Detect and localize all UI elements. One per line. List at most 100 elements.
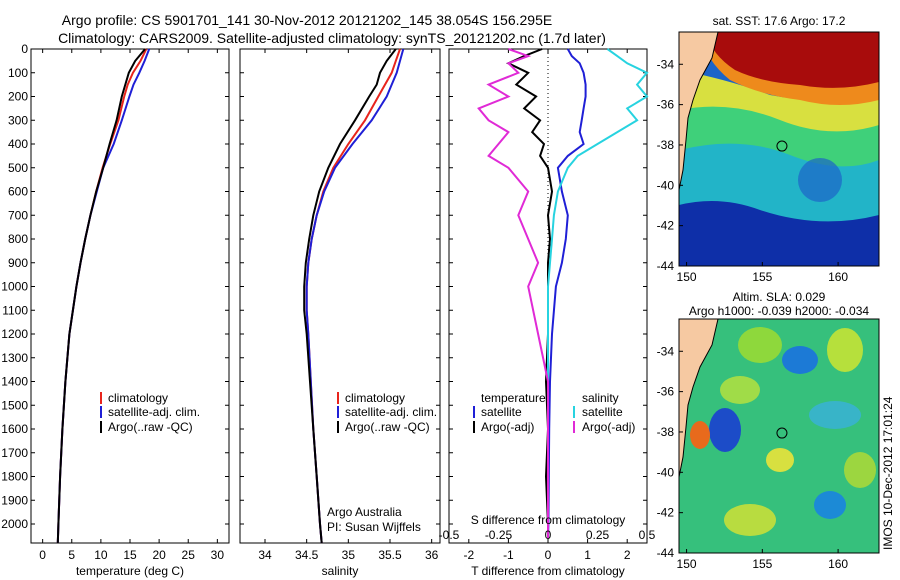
difference-panel: -2 -1 0 1 2 S difference from climatology -0…: [439, 48, 656, 578]
x-tick-label: 36: [425, 548, 439, 562]
x-tick-label: 34.5: [295, 548, 319, 562]
t-difference-label: T difference from climatology: [471, 564, 625, 578]
x-tick-label: 15: [123, 548, 137, 562]
y-tick-label: 0: [21, 42, 28, 56]
series-line-satellite-adj-clim-: [305, 48, 405, 544]
sla-land: [679, 319, 719, 478]
y-tick-label: 1700: [1, 446, 28, 460]
legend-label-sal-argo: Argo(-adj): [582, 420, 635, 434]
s-tick-label: -0.25: [485, 528, 513, 542]
sst-field-green: [679, 94, 879, 167]
series-line-temperature-satellite: [547, 48, 587, 539]
legend-label-argo: Argo(..raw -QC): [345, 420, 430, 434]
map-x-tick-label: 160: [828, 270, 848, 284]
legend-header-salinity: salinity: [582, 391, 619, 405]
salinity-x-label: salinity: [322, 564, 359, 578]
x-tick-label: 5: [68, 548, 75, 562]
figure-title-line1: Argo profile: CS 5901701_141 30-Nov-2012…: [62, 12, 552, 28]
x-tick-label: 0: [545, 548, 552, 562]
difference-y-ticks: [449, 48, 647, 525]
y-tick-label: 1400: [1, 375, 28, 389]
y-tick-label: 800: [8, 232, 28, 246]
map-x-tick-label: 150: [677, 270, 697, 284]
y-tick-label: 600: [8, 185, 28, 199]
legend-label-argo: Argo(..raw -QC): [108, 420, 193, 434]
salinity-x-ticks: 34 34.5 35 35.5 36: [258, 49, 439, 562]
sla-argo-marker: [776, 427, 788, 439]
timestamp-stamp: IMOS 10-Dec-2012 17:01:24: [881, 396, 895, 550]
difference-legend: temperature satellite Argo(-adj) salinit…: [473, 391, 635, 434]
x-tick-label: 1: [584, 548, 591, 562]
sst-field-yellow: [679, 70, 879, 132]
y-tick-label: 500: [8, 161, 28, 175]
x-tick-label: 25: [182, 548, 196, 562]
x-tick-label: -2: [463, 548, 474, 562]
map-x-tick-label: 160: [828, 557, 848, 571]
sla-eddy-8: [809, 401, 861, 429]
x-tick-label: 10: [94, 548, 108, 562]
sla-eddy-3: [827, 328, 863, 372]
sla-eddy-4: [720, 376, 760, 404]
figure-title-line2: Climatology: CARS2009. Satellite-adjuste…: [58, 30, 606, 46]
legend-label-sal-satellite: satellite: [582, 405, 623, 419]
sla-eddy-2: [782, 346, 818, 374]
sla-map-title-line2: Argo h1000: -0.039 h2000: -0.034: [689, 304, 869, 318]
map-y-tick-label: -36: [657, 98, 675, 112]
sla-eddy-11: [814, 491, 846, 519]
y-tick-label: 200: [8, 90, 28, 104]
temperature-y-ticks: 0 100 200 300 400 500 600 700 800 900 1000 1100 1200…: [1, 42, 229, 531]
s-tick-label: 0.25: [586, 528, 610, 542]
sst-land: [679, 32, 719, 191]
x-tick-label: 20: [152, 548, 166, 562]
map-y-tick-label: -42: [657, 506, 675, 520]
sst-x-ticks: 150 155 160: [677, 262, 848, 284]
map-x-tick-label: 150: [677, 557, 697, 571]
series-line-salinity-argo-adj-: [477, 48, 549, 539]
sla-eddy-9: [844, 452, 876, 488]
map-y-tick-label: -44: [657, 259, 675, 273]
y-tick-label: 1000: [1, 280, 28, 294]
sla-eddy-1: [738, 327, 782, 363]
x-tick-label: 34: [258, 548, 272, 562]
sla-y-ticks: -34 -36 -38 -40 -42 -44: [657, 344, 683, 560]
s-tick-label: 0: [545, 528, 552, 542]
sst-argo-marker: [776, 140, 788, 152]
legend-label-temp-argo: Argo(-adj): [481, 420, 534, 434]
series-line-climatology: [56, 48, 148, 544]
s-tick-label: -0.5: [439, 528, 460, 542]
salinity-legend: climatology satellite-adj. clim. Argo(..…: [337, 391, 437, 434]
y-tick-label: 1600: [1, 422, 28, 436]
sla-eddy-10: [724, 504, 776, 536]
sst-field-warm: [705, 32, 879, 88]
temperature-legend: climatology satellite-adj. clim. Argo(..…: [100, 391, 200, 434]
legend-label-climatology: climatology: [108, 391, 168, 405]
legend-label-satellite: satellite-adj. clim.: [108, 405, 200, 419]
map-x-tick-label: 155: [752, 557, 772, 571]
legend-label-temp-satellite: satellite: [481, 405, 522, 419]
y-tick-label: 400: [8, 137, 28, 151]
sst-map-title: sat. SST: 17.6 Argo: 17.2: [713, 14, 846, 28]
series-line-argo-raw-qc-: [56, 48, 146, 544]
map-y-tick-label: -34: [657, 344, 675, 358]
y-tick-label: 300: [8, 113, 28, 127]
series-line-satellite-adj-clim-: [56, 48, 151, 544]
sla-map-frame: [678, 318, 880, 554]
legend-label-climatology: climatology: [345, 391, 405, 405]
temperature-profile-lines: [56, 48, 151, 544]
x-tick-label: 35.5: [378, 548, 402, 562]
s-tick-label: 0.5: [639, 528, 656, 542]
x-tick-label: -1: [503, 548, 514, 562]
legend-label-satellite: satellite-adj. clim.: [345, 405, 437, 419]
sst-map-frame: [678, 31, 880, 267]
temperature-x-ticks: 0 5 10 15 20 25 30: [39, 49, 224, 562]
sla-x-ticks: 150 155 160: [677, 549, 848, 571]
s-difference-label: S difference from climatology: [471, 513, 626, 527]
series-line-salinity-satellite: [547, 48, 649, 539]
y-tick-label: 1900: [1, 493, 28, 507]
series-line-argo-raw-qc-: [303, 48, 397, 544]
legend-header-temperature: temperature: [481, 391, 546, 405]
sla-eddy-7: [766, 448, 794, 472]
series-line-temperature-argo-adj-: [506, 48, 554, 539]
y-tick-label: 2000: [1, 517, 28, 531]
